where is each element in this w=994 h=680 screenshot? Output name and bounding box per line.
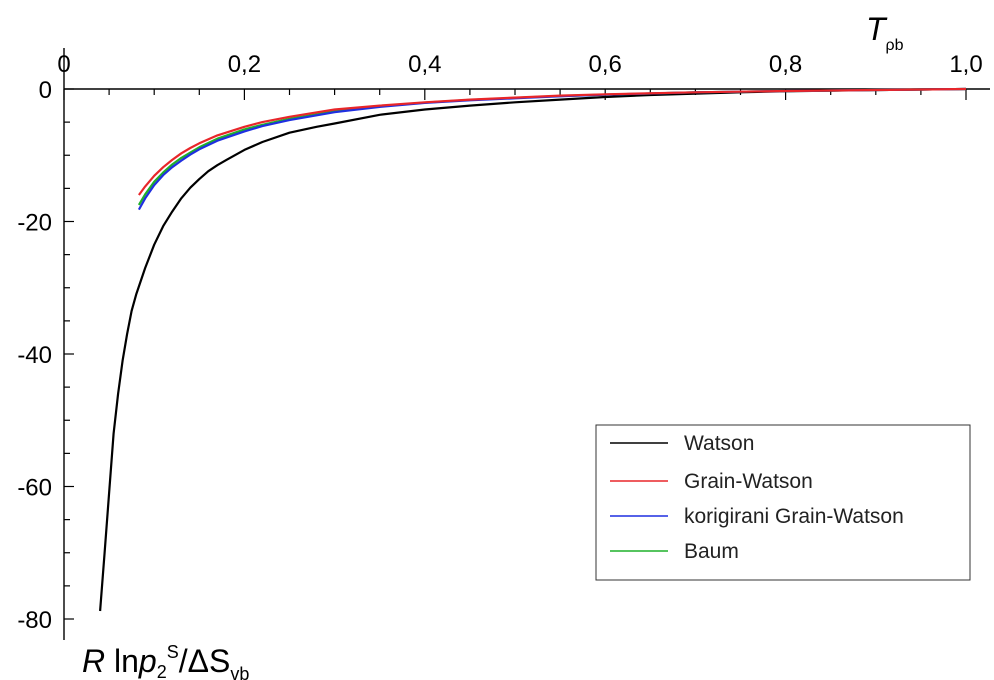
series-line-watson <box>99 87 967 612</box>
x-axis-title-main: T <box>866 11 888 47</box>
x-axis-title: Tρb <box>866 11 904 54</box>
legend: Watson Grain-Watson korigirani Grain-Wat… <box>595 424 971 581</box>
x-tick-label: 0 <box>57 51 70 78</box>
y-axis-title-p-sup: S <box>167 642 179 662</box>
y-tick-label: -80 <box>17 607 52 634</box>
y-axis-title-p-sub: 2 <box>157 662 167 680</box>
series-line-baum <box>137 87 967 206</box>
y-axis-title: R lnp2S/ΔSvb <box>82 642 249 680</box>
y-axis-title-slash: /ΔS <box>179 643 231 679</box>
legend-label: korigirani Grain-Watson <box>684 505 904 528</box>
y-axis-title-sub: vb <box>230 664 249 680</box>
legend-label: Watson <box>684 432 754 455</box>
series-line-grain-watson <box>138 87 967 196</box>
x-tick-label: 0,4 <box>408 51 441 78</box>
y-tick-label: 0 <box>39 77 52 104</box>
y-axis-title-ln: ln <box>105 643 139 679</box>
series-line-korigirani-grain-watson <box>137 87 967 211</box>
x-tick-label: 1,0 <box>949 51 982 78</box>
legend-item: Baum <box>610 540 739 563</box>
legend-item: Watson <box>610 432 754 455</box>
x-tick-label: 0,2 <box>228 51 261 78</box>
y-tick-label: -20 <box>17 210 52 237</box>
legend-label: Baum <box>684 540 739 563</box>
y-tick-label: -60 <box>17 475 52 502</box>
x-axis-title-sub: ρb <box>886 37 904 54</box>
x-tick-label: 0,8 <box>769 51 802 78</box>
y-axis-title-p: p <box>138 643 157 679</box>
series-layer <box>99 87 967 612</box>
legend-box <box>595 424 971 581</box>
legend-label: Grain-Watson <box>684 470 813 493</box>
legend-item: korigirani Grain-Watson <box>610 505 904 528</box>
x-tick-label: 0,6 <box>589 51 622 78</box>
y-axis-title-r: R <box>82 643 105 679</box>
legend-item: Grain-Watson <box>610 470 813 493</box>
axes: 0 0,2 0,4 0,6 0,8 1,0 0 -20 -40 -60 -80 <box>17 48 990 640</box>
y-tick-label: -40 <box>17 342 52 369</box>
